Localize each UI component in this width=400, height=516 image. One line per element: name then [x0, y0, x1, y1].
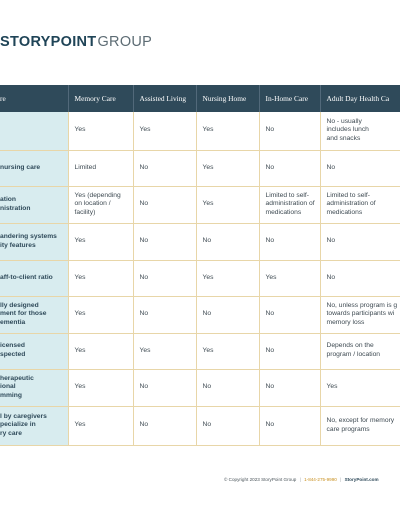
row-header: herapeutic ional mming — [0, 369, 69, 407]
table-row: ation nistration Yes (depending on locatio… — [0, 186, 400, 224]
table-cell: Yes — [68, 112, 134, 151]
table-cell: No — [259, 223, 321, 261]
column-header: Nursing Home — [196, 85, 260, 112]
row-header-line: ementia — [0, 318, 26, 326]
table-cell: No — [196, 223, 260, 261]
row-header: ation nistration — [0, 186, 69, 224]
care-comparison-table: re Memory Care Assisted Living Nursing Home… — [0, 85, 400, 446]
table-cell: Yes — [133, 112, 197, 151]
table-cell: Yes — [133, 333, 197, 370]
table-cell: Yes — [259, 260, 321, 297]
table-cell: Yes — [68, 333, 134, 370]
row-header: andering systems ity features — [0, 223, 69, 261]
row-header-line: ional — [0, 383, 16, 391]
column-header: Memory Care — [68, 85, 134, 112]
table-cell: No — [133, 296, 197, 334]
table-cell: No — [196, 406, 260, 446]
row-header — [0, 112, 69, 151]
row-header-line: icensed — [0, 342, 25, 350]
row-header: icensed spected — [0, 333, 69, 370]
row-header-line: herapeutic — [0, 374, 34, 382]
table-cell: Yes — [320, 369, 400, 407]
table-cell: No — [259, 296, 321, 334]
table-cell: No — [259, 406, 321, 446]
table-cell: No, except for memory care programs — [320, 406, 400, 446]
footer-separator: | — [299, 477, 301, 482]
table-cell: No — [133, 223, 197, 261]
row-header-line: l by caregivers — [0, 412, 47, 420]
row-header-line: lly designed — [0, 301, 39, 309]
footer: © Copyright 2023 StoryPoint Group | 1-84… — [224, 477, 379, 482]
row-header-line: mming — [0, 391, 22, 399]
table-cell: Yes — [68, 406, 134, 446]
row-header: aff-to-client ratio — [0, 260, 69, 297]
row-header-line: ity features — [0, 241, 36, 249]
table-cell: No — [133, 186, 197, 224]
table-cell: Yes (depending on location / facility) — [68, 186, 134, 224]
table-cell: Yes — [68, 260, 134, 297]
footer-site-link[interactable]: StoryPoint.com — [344, 477, 379, 482]
table-row: aff-to-client ratio Yes No Yes Yes No — [0, 260, 400, 297]
row-header: nursing care — [0, 150, 69, 187]
row-header-line: ment for those — [0, 310, 47, 318]
row-header-line: ry care — [0, 429, 22, 437]
table-cell: No — [320, 150, 400, 187]
row-header: l by caregivers pecialize in ry care — [0, 406, 69, 446]
table-row: Yes Yes Yes No No - usually includes lunch a… — [0, 112, 400, 151]
table-cell: Yes — [68, 369, 134, 407]
table-cell: No — [133, 150, 197, 187]
table-cell: Depends on the program / location — [320, 333, 400, 370]
table-cell: No — [320, 223, 400, 261]
table-cell: No — [133, 369, 197, 407]
table-cell: No — [259, 369, 321, 407]
table-cell: No — [320, 260, 400, 297]
table-row: herapeutic ional mming Yes No No No Yes — [0, 369, 400, 407]
table-cell: No — [259, 150, 321, 187]
table-body: Yes Yes Yes No No - usually includes lunch a… — [0, 112, 400, 446]
row-header: lly designed ment for those ementia — [0, 296, 69, 334]
table-cell: Limited to self- administration of medic… — [320, 186, 400, 224]
table-row: nursing care Limited No Yes No No — [0, 150, 400, 187]
table-row: icensed spected Yes Yes Yes No Depends on the … — [0, 333, 400, 370]
footer-phone-link[interactable]: 1-844-275-9990 — [304, 477, 337, 482]
table-cell: Yes — [196, 333, 260, 370]
table-cell: Yes — [196, 112, 260, 151]
row-header-line: nursing care — [0, 163, 41, 171]
footer-copyright: © Copyright 2023 StoryPoint Group — [224, 477, 297, 482]
row-header-line: andering systems — [0, 232, 57, 240]
logo-light-text: GROUP — [97, 34, 153, 50]
table-header-row: re Memory Care Assisted Living Nursing Home… — [0, 85, 400, 112]
table-cell: No — [196, 296, 260, 334]
row-header-line: pecialize in — [0, 421, 36, 429]
table-cell: Yes — [68, 296, 134, 334]
footer-separator: | — [340, 477, 342, 482]
table-cell: Limited — [68, 150, 134, 187]
table-row: andering systems ity features Yes No No No No — [0, 223, 400, 261]
column-header: re — [0, 85, 69, 112]
row-header-line: aff-to-client ratio — [0, 273, 53, 281]
logo-bold-text: STORYPOINT — [0, 34, 97, 50]
row-header-line: spected — [0, 351, 26, 358]
table-cell: No — [259, 112, 321, 151]
table-cell: No — [133, 406, 197, 446]
table-cell: No, unless program is g towards particip… — [320, 296, 400, 334]
table-cell: No — [133, 260, 197, 297]
column-header: Adult Day Health Ca — [320, 85, 400, 112]
row-header-line: ation — [0, 195, 16, 203]
table-row: l by caregivers pecialize in ry care Yes No N… — [0, 406, 400, 446]
column-header: Assisted Living — [133, 85, 197, 112]
table-cell: Yes — [68, 223, 134, 261]
table-cell: No — [196, 369, 260, 407]
table-cell: Limited to self- administration of medic… — [259, 186, 321, 224]
table-cell: Yes — [196, 186, 260, 224]
table-cell: Yes — [196, 150, 260, 187]
table-cell: No — [259, 333, 321, 370]
table-row: lly designed ment for those ementia Yes No No… — [0, 296, 400, 334]
table-cell: Yes — [196, 260, 260, 297]
storypoint-logo: STORYPOINT GROUP — [0, 33, 152, 51]
table-cell: No - usually includes lunch and snacks — [320, 112, 400, 151]
row-header-line: nistration — [0, 204, 31, 212]
column-header: In-Home Care — [259, 85, 321, 112]
